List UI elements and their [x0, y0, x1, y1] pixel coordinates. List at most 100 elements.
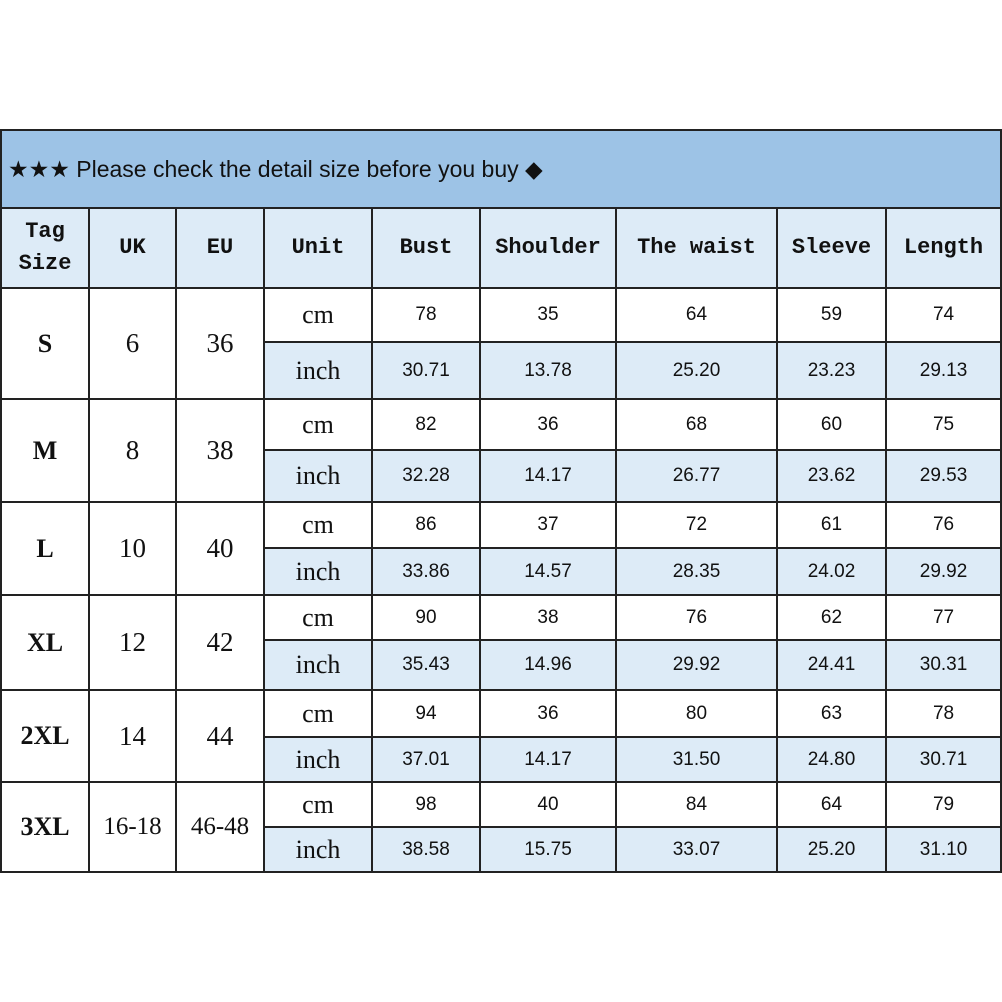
measurement-cell: 78 — [371, 287, 481, 343]
measurement-cell: 62 — [776, 594, 887, 641]
tag-size-cell: L — [0, 501, 90, 596]
measurement-cell: 24.41 — [776, 639, 887, 691]
eu-size-cell: 36 — [175, 287, 265, 400]
measurement-cell: 68 — [615, 398, 778, 451]
measurement-cell: 29.13 — [884, 341, 1002, 400]
header-row: Tag Size UK EU Unit Bust Shoulder The waist Sle… — [0, 207, 1002, 289]
measurement-cell: 84 — [615, 781, 778, 828]
measurement-cell: 14.57 — [479, 547, 617, 596]
measurement-cell: 15.75 — [479, 826, 617, 873]
measurement-cell: 61 — [776, 501, 887, 549]
table-row: XL 12 42 cm 90 38 76 62 77 — [0, 594, 1002, 691]
header-uk: UK — [88, 207, 177, 289]
measurement-cell: 35.43 — [371, 639, 481, 691]
table-row: inch 30.71 13.78 25.20 23.23 29.13 — [1, 341, 1002, 400]
measurement-cell: 23.23 — [776, 341, 887, 400]
tag-size-cell: 3XL — [0, 781, 90, 873]
table-row: M 8 38 cm 82 36 68 60 75 — [0, 398, 1002, 503]
measurement-cell: 37 — [479, 501, 617, 549]
measurement-cell: 13.78 — [479, 341, 617, 400]
uk-size-cell: 8 — [88, 398, 177, 503]
measurement-cell: 30.71 — [371, 341, 481, 400]
measurement-cell: 35 — [479, 287, 617, 343]
measurement-cell: 98 — [371, 781, 481, 828]
measurement-cell: 30.71 — [884, 736, 1002, 783]
eu-size-cell: 40 — [175, 501, 265, 596]
header-sleeve: Sleeve — [776, 207, 887, 289]
measurement-cell: 94 — [371, 689, 481, 738]
measurement-cell: 29.92 — [615, 639, 778, 691]
measurement-cell: 25.20 — [615, 341, 778, 400]
unit-cell: cm — [263, 287, 373, 343]
measurement-cell: 78 — [884, 689, 1002, 738]
measurement-cell: 31.50 — [615, 736, 778, 783]
tag-size-cell: M — [0, 398, 90, 503]
unit-cell: inch — [263, 449, 373, 503]
measurement-cell: 14.96 — [479, 639, 617, 691]
uk-size-cell: 12 — [88, 594, 177, 691]
header-tag-size: Tag Size — [0, 207, 90, 289]
eu-size-cell: 42 — [175, 594, 265, 691]
tag-size-cell: 2XL — [0, 689, 90, 783]
measurement-cell: 60 — [776, 398, 887, 451]
measurement-cell: 32.28 — [371, 449, 481, 503]
measurement-cell: 29.53 — [884, 449, 1002, 503]
tag-size-cell: S — [0, 287, 90, 400]
measurement-cell: 77 — [884, 594, 1002, 641]
header-bust: Bust — [371, 207, 481, 289]
eu-size-cell: 44 — [175, 689, 265, 783]
measurement-cell: 80 — [615, 689, 778, 738]
table-row: inch 33.86 14.57 28.35 24.02 29.92 — [1, 547, 1002, 596]
measurement-cell: 63 — [776, 689, 887, 738]
tag-size-cell: XL — [0, 594, 90, 691]
measurement-cell: 79 — [884, 781, 1002, 828]
banner: ★★★ Please check the detail size before … — [0, 129, 1002, 209]
diamond-icon: ◆ — [525, 155, 543, 182]
uk-size-cell: 10 — [88, 501, 177, 596]
table-row: inch 38.58 15.75 33.07 25.20 31.10 — [1, 826, 1002, 873]
unit-cell: inch — [263, 547, 373, 596]
stars-icon: ★★★ — [8, 155, 70, 182]
header-unit: Unit — [263, 207, 373, 289]
size-chart-table: ★★★ Please check the detail size before … — [0, 129, 1002, 873]
header-length: Length — [884, 207, 1002, 289]
measurement-cell: 14.17 — [479, 736, 617, 783]
unit-cell: cm — [263, 689, 373, 738]
banner-text: Please check the detail size before you … — [76, 155, 519, 182]
measurement-cell: 59 — [776, 287, 887, 343]
unit-cell: inch — [263, 341, 373, 400]
table-row: S 6 36 cm 78 35 64 59 74 — [0, 287, 1002, 400]
table-row: L 10 40 cm 86 37 72 61 76 — [0, 501, 1002, 596]
measurement-cell: 82 — [371, 398, 481, 451]
measurement-cell: 23.62 — [776, 449, 887, 503]
measurement-cell: 26.77 — [615, 449, 778, 503]
table-row: inch 35.43 14.96 29.92 24.41 30.31 — [1, 639, 1002, 691]
table-row: 3XL 16-18 46-48 cm 98 40 84 64 79 — [0, 781, 1002, 873]
header-eu: EU — [175, 207, 265, 289]
measurement-cell: 72 — [615, 501, 778, 549]
measurement-cell: 24.80 — [776, 736, 887, 783]
measurement-cell: 76 — [615, 594, 778, 641]
uk-size-cell: 6 — [88, 287, 177, 400]
table-row: inch 32.28 14.17 26.77 23.62 29.53 — [1, 449, 1002, 503]
measurement-cell: 36 — [479, 689, 617, 738]
table-row: 2XL 14 44 cm 94 36 80 63 78 — [0, 689, 1002, 783]
header-shoulder: Shoulder — [479, 207, 617, 289]
uk-size-cell: 14 — [88, 689, 177, 783]
unit-cell: cm — [263, 501, 373, 549]
measurement-cell: 28.35 — [615, 547, 778, 596]
header-the-waist: The waist — [615, 207, 778, 289]
measurement-cell: 86 — [371, 501, 481, 549]
measurement-cell: 25.20 — [776, 826, 887, 873]
measurement-cell: 37.01 — [371, 736, 481, 783]
table-row: inch 37.01 14.17 31.50 24.80 30.71 — [1, 736, 1002, 783]
measurement-cell: 90 — [371, 594, 481, 641]
unit-cell: cm — [263, 594, 373, 641]
measurement-cell: 38.58 — [371, 826, 481, 873]
measurement-cell: 75 — [884, 398, 1002, 451]
measurement-cell: 33.07 — [615, 826, 778, 873]
measurement-cell: 33.86 — [371, 547, 481, 596]
measurement-cell: 64 — [776, 781, 887, 828]
measurement-cell: 38 — [479, 594, 617, 641]
measurement-cell: 64 — [615, 287, 778, 343]
